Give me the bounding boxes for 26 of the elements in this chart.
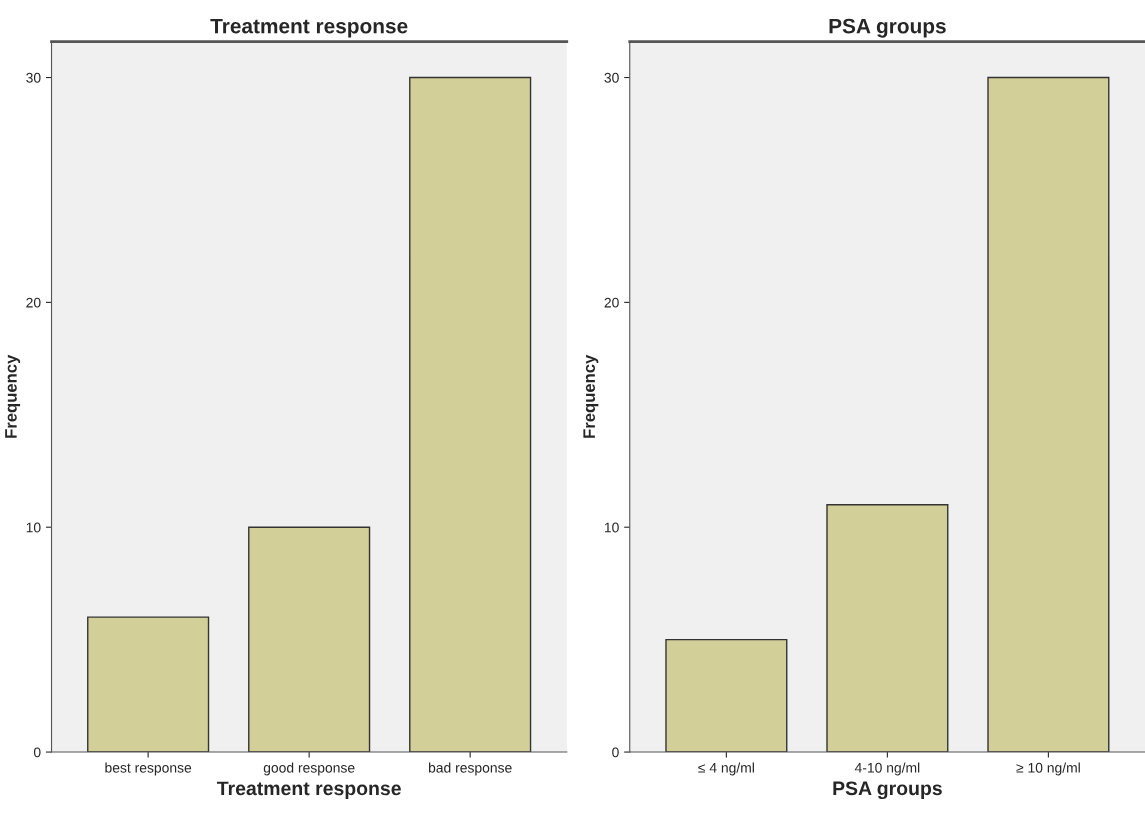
x-tick-label: ≤ 4 ng/ml bbox=[698, 762, 754, 776]
chart-title: Treatment response bbox=[210, 18, 408, 38]
y-tick-label: 0 bbox=[33, 747, 41, 758]
x-tick-label: 4-10 ng/ml bbox=[854, 762, 920, 776]
y-tick-label: 20 bbox=[604, 297, 619, 308]
x-axis-title: Treatment response bbox=[216, 781, 401, 800]
bar bbox=[87, 616, 210, 753]
bar bbox=[248, 526, 371, 753]
y-tick-label: 20 bbox=[26, 297, 41, 308]
x-axis-title: PSA groups bbox=[833, 781, 942, 800]
chart-title: PSA groups bbox=[829, 18, 946, 38]
y-axis-title: Frequency bbox=[583, 354, 599, 438]
bar bbox=[826, 504, 949, 753]
x-tick-label: ≥ 10 ng/ml bbox=[1016, 762, 1080, 776]
bar bbox=[409, 76, 532, 753]
y-tick-label: 30 bbox=[26, 72, 41, 83]
x-tick-label: bad response bbox=[428, 762, 512, 776]
y-tick-label: 30 bbox=[604, 72, 619, 83]
bar bbox=[665, 638, 788, 753]
x-tick-label: best response bbox=[105, 762, 192, 776]
y-tick-label: 10 bbox=[604, 522, 619, 533]
bar bbox=[987, 76, 1110, 753]
y-tick-label: 0 bbox=[612, 747, 619, 758]
x-tick-label: good response bbox=[263, 762, 355, 776]
y-axis-title: Frequency bbox=[5, 354, 21, 438]
y-tick-label: 10 bbox=[26, 522, 41, 533]
